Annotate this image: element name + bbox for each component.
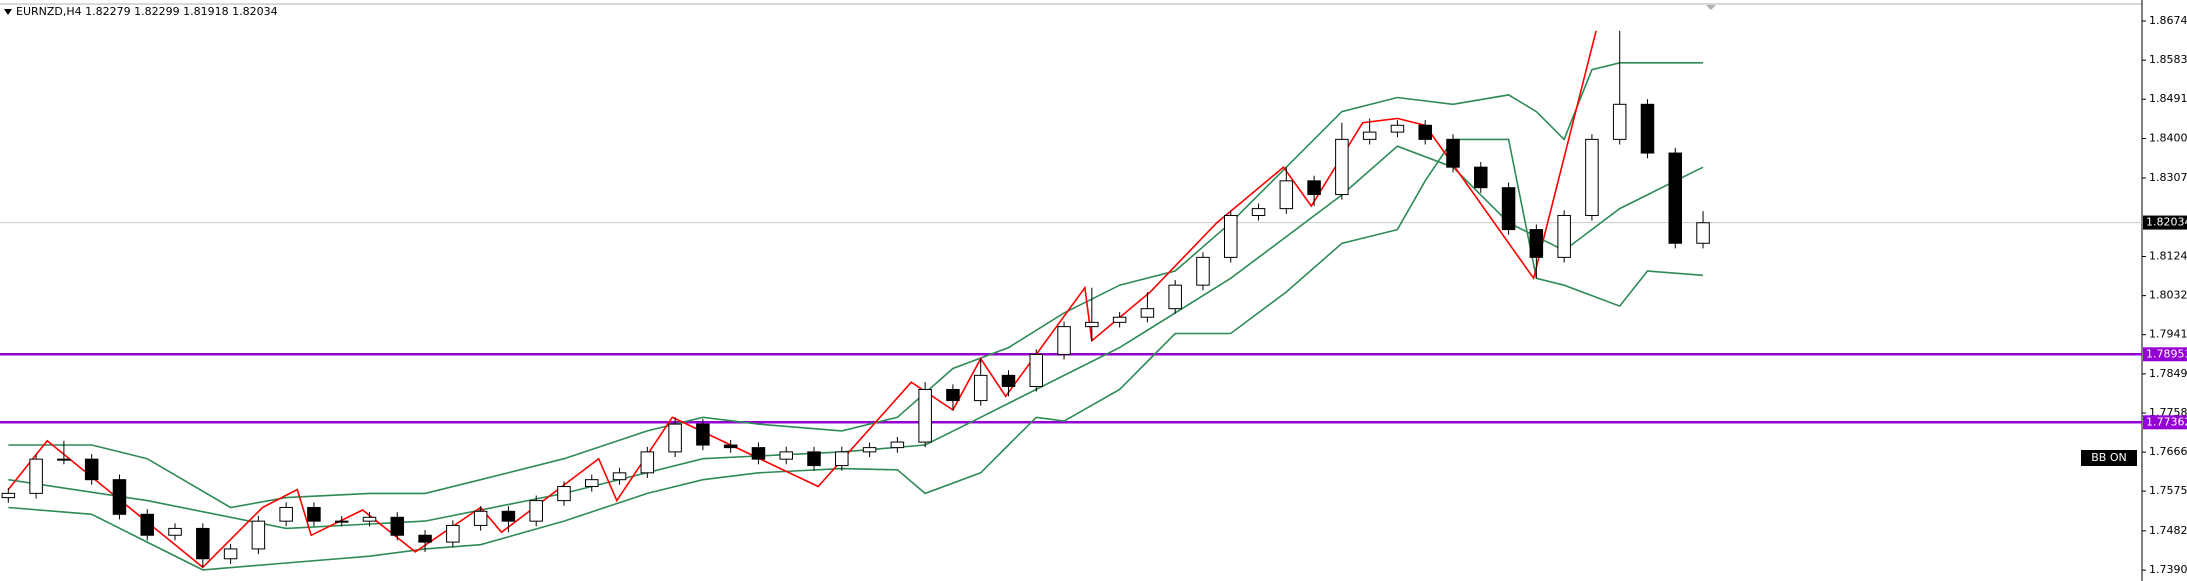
price-label: 1.77362 xyxy=(2146,415,2187,428)
candle-body xyxy=(1279,180,1294,210)
badge-box xyxy=(2081,450,2137,466)
candle-body xyxy=(84,458,99,481)
candle-body xyxy=(723,444,738,449)
shift-marker xyxy=(1706,5,1716,10)
candle-body xyxy=(1335,138,1349,196)
candle-body xyxy=(140,513,154,536)
candle-body xyxy=(1557,214,1571,258)
candle-body xyxy=(307,506,321,522)
candle-body xyxy=(640,451,655,474)
candle-body xyxy=(668,423,682,453)
candle-body xyxy=(1168,284,1182,310)
candle-body xyxy=(1668,152,1683,244)
badge: BB ON xyxy=(2091,451,2126,464)
y-tick-label: 1.83077 xyxy=(2149,171,2187,184)
price-label-box xyxy=(2143,415,2187,430)
candle-body xyxy=(835,451,849,467)
band-line xyxy=(8,138,1704,571)
candle-body xyxy=(890,441,905,449)
candle-body xyxy=(57,458,71,461)
price-label-box xyxy=(2143,215,2187,230)
candle-body xyxy=(1446,138,1460,168)
candle-body xyxy=(1640,103,1655,154)
candle-body xyxy=(612,472,627,481)
candle-body xyxy=(1251,208,1266,216)
candle-body xyxy=(223,548,238,560)
candle-body xyxy=(1390,124,1405,133)
y-tick-label: 1.80325 xyxy=(2149,289,2187,302)
candle-body xyxy=(29,458,43,494)
candle-body xyxy=(585,479,599,488)
y-tick-label: 1.84000 xyxy=(2149,132,2187,145)
y-tick-label: 1.85833 xyxy=(2149,53,2187,66)
candle-body xyxy=(779,451,793,460)
candle-body xyxy=(1085,321,1099,328)
candle-body xyxy=(918,388,932,443)
candle-body xyxy=(807,451,821,467)
candle-body xyxy=(946,388,960,402)
candle-body xyxy=(1696,222,1710,244)
candle-body xyxy=(473,510,488,526)
candle-body xyxy=(501,510,516,522)
zigzag-line xyxy=(7,30,1597,569)
candle-body xyxy=(529,500,543,522)
y-tick-label: 1.78495 xyxy=(2149,367,2187,380)
candle-body xyxy=(751,447,766,460)
candle-body xyxy=(168,527,182,536)
y-tick-label: 1.84919 xyxy=(2149,92,2187,105)
y-tick-label: 1.76665 xyxy=(2149,445,2187,458)
candle-body xyxy=(1001,374,1016,387)
candle-body xyxy=(251,520,266,550)
candle-body xyxy=(696,423,710,446)
candle-body xyxy=(1057,326,1071,355)
price-label: 1.78953 xyxy=(2146,347,2187,360)
candle-body xyxy=(390,516,405,536)
candle-body xyxy=(1362,131,1377,140)
candle-body xyxy=(1529,229,1544,258)
y-tick-label: 1.81240 xyxy=(2149,250,2187,263)
candle-body xyxy=(1140,308,1155,318)
candle-body xyxy=(279,506,293,522)
chart-title: EURNZD,H4 1.82279 1.82299 1.81918 1.8203… xyxy=(16,5,278,18)
candle-body xyxy=(973,374,988,402)
y-tick-label: 1.86747 xyxy=(2149,14,2187,27)
candle-body xyxy=(1196,256,1210,286)
candle-body xyxy=(112,479,127,515)
candle-body xyxy=(557,486,571,502)
collapse-arrow[interactable] xyxy=(4,9,12,15)
candle-body xyxy=(362,516,377,522)
y-tick-label: 1.73904 xyxy=(2149,563,2187,576)
candle-body xyxy=(1112,316,1127,323)
candle-body xyxy=(1501,187,1516,231)
candle-body xyxy=(1029,353,1044,387)
y-tick-label: 1.74823 xyxy=(2149,524,2187,537)
candle-body xyxy=(196,527,210,560)
candle-body xyxy=(1,492,16,499)
candle-body xyxy=(334,520,349,523)
candle-body xyxy=(1612,103,1627,140)
price-label: 1.82034 xyxy=(2146,216,2187,229)
candle-body xyxy=(1223,214,1238,258)
candle-body xyxy=(1585,138,1599,216)
price-label-box xyxy=(2143,347,2187,362)
candle-body xyxy=(418,534,432,543)
candle-body xyxy=(1307,180,1321,196)
y-tick-label: 1.75753 xyxy=(2149,484,2187,497)
candle-body xyxy=(1474,166,1488,189)
candle-body xyxy=(862,447,877,453)
candle-body xyxy=(446,524,460,543)
candle-body xyxy=(1418,124,1432,140)
